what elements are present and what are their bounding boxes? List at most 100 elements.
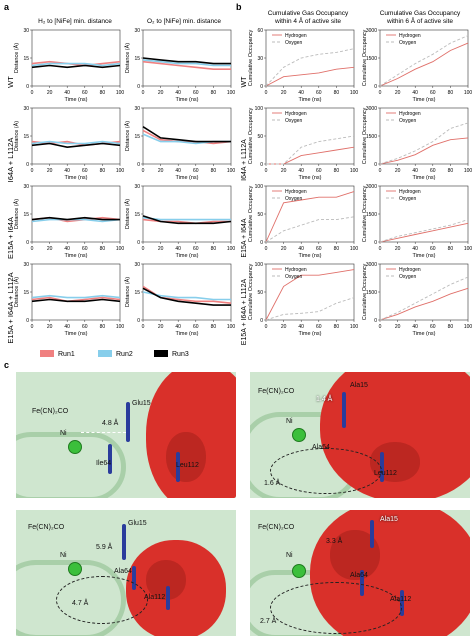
series-line-hydrogen: [379, 42, 469, 87]
legend-label-oxygen: Oxygen: [399, 196, 416, 202]
series-line-oxygen: [265, 48, 355, 87]
y-tick-label: 50: [257, 212, 263, 218]
x-tick-label: 20: [281, 90, 287, 96]
panel-label-a: a: [4, 2, 10, 12]
series-line-run3: [31, 64, 121, 69]
x-tick-label: 100: [350, 246, 359, 252]
chart-panel: 0 20 40 60 80 100 0 50 100 Time (ns) Cumulative Oc…: [248, 106, 358, 181]
chart-panel: 0 20 40 60 80 100 0 1500 3000 Time (ns) Cumulative…: [362, 106, 472, 181]
label-fe: Fe(CN)₂CO: [258, 388, 295, 395]
y-tick-label: 30: [23, 28, 29, 34]
series-line-oxygen: [379, 219, 469, 243]
x-tick-label: 80: [334, 324, 340, 330]
x-tick-label: 20: [47, 246, 53, 252]
row-label-b-e15a-i64a: E15A + I64A: [241, 218, 248, 257]
ni-atom: [68, 440, 82, 454]
y-tick-label: 15: [23, 212, 29, 218]
ni-atom: [68, 562, 82, 576]
legend-label-hydrogen: Hydrogen: [285, 189, 307, 195]
x-tick-label: 0: [142, 246, 145, 252]
row-label-wt: WT: [6, 76, 15, 88]
x-tick-label: 80: [448, 324, 454, 330]
x-axis-label: Time (ns): [175, 97, 198, 103]
run-legend: Run1 Run2 Run3: [40, 350, 189, 358]
chart-panel: 0 20 40 60 80 100 0 15 30 Time (ns) Distance (Å): [124, 28, 235, 103]
y-tick-label: 0: [374, 240, 377, 246]
structure-i64a-l112a: Fe(CN)₂CO Ni Glu15 5.9 Å Ala64 Ala112 4.…: [16, 510, 236, 636]
x-axis-label: Time (ns): [298, 175, 321, 181]
legend-label-hydrogen: Hydrogen: [285, 267, 307, 273]
x-tick-label: 0: [265, 246, 268, 252]
y-tick-label: 100: [255, 184, 264, 190]
x-tick-label: 80: [100, 168, 106, 174]
y-tick-label: 0: [374, 162, 377, 168]
x-tick-label: 40: [64, 246, 70, 252]
x-tick-label: 60: [82, 90, 88, 96]
legend-label-oxygen: Oxygen: [285, 274, 302, 280]
x-tick-label: 100: [116, 324, 125, 330]
x-tick-label: 40: [412, 246, 418, 252]
panel-label-b: b: [236, 2, 242, 12]
y-tick-label: 1500: [366, 212, 377, 218]
x-tick-label: 100: [464, 90, 473, 96]
x-tick-label: 0: [142, 324, 145, 330]
x-tick-label: 100: [227, 168, 236, 174]
x-tick-label: 100: [227, 90, 236, 96]
label-distance-1: 5.9 Å: [96, 544, 113, 551]
y-tick-label: 30: [23, 262, 29, 268]
y-tick-label: 60: [257, 28, 263, 34]
x-tick-label: 0: [142, 90, 145, 96]
y-tick-label: 1500: [366, 134, 377, 140]
series-line-run2: [142, 216, 231, 221]
x-tick-label: 100: [464, 324, 473, 330]
x-tick-label: 100: [464, 168, 473, 174]
x-tick-label: 40: [298, 90, 304, 96]
col-title-6a: Cumulative Gas Occupancy within 6 Å of ac…: [380, 10, 461, 25]
chart-panel: 0 20 40 60 80 100 0 50 100 Time (ns) Cumulative Oc…: [248, 184, 358, 259]
y-axis-label: Distance (Å): [124, 199, 131, 229]
y-tick-label: 15: [23, 134, 29, 140]
ni-atom: [292, 428, 306, 442]
x-tick-label: 0: [142, 168, 145, 174]
series-line-run2: [142, 59, 231, 67]
x-tick-label: 80: [100, 324, 106, 330]
chart-panel: 0 20 40 60 80 100 0 50 100 Time (ns) Cumulative Oc…: [248, 262, 358, 337]
x-tick-label: 20: [47, 168, 53, 174]
col-title-h2: H₂ to [NiFe] min. distance: [38, 18, 112, 25]
y-axis-label: Distance (Å): [13, 277, 20, 307]
ni-atom: [292, 564, 306, 578]
structure-e15a-i64a-l112a: Fe(CN)₂CO Ni Ala15 3.3 Å Ala64 Ala112 2.…: [250, 510, 470, 636]
series-line-run2: [31, 294, 121, 299]
chart-panel: 0 20 40 60 80 100 0 15 30 Time (ns) Distance (Å): [13, 28, 124, 103]
plot-frame: [142, 29, 232, 87]
x-tick-label: 0: [379, 246, 382, 252]
label-fe: Fe(CN)₂CO: [32, 408, 69, 415]
x-tick-label: 40: [175, 246, 181, 252]
x-tick-label: 20: [281, 324, 287, 330]
legend-run1: Run1: [58, 351, 75, 358]
x-tick-label: 100: [116, 168, 125, 174]
x-tick-label: 60: [82, 246, 88, 252]
legend-label-hydrogen: Hydrogen: [399, 111, 421, 117]
x-axis-label: Time (ns): [412, 175, 435, 181]
x-tick-label: 60: [82, 168, 88, 174]
legend-label-oxygen: Oxygen: [285, 118, 302, 124]
plot-frame: [265, 29, 355, 87]
x-axis-label: Time (ns): [175, 175, 198, 181]
series-line-oxygen: [379, 35, 469, 87]
x-tick-label: 0: [265, 168, 268, 174]
label-distance-2: 2.7 Å: [260, 618, 277, 625]
col-title-4a: Cumulative Gas Occupancy within 4 Å of ac…: [268, 10, 349, 25]
plot-frame: [31, 185, 121, 243]
series-line-run3: [31, 298, 121, 303]
plot-frame: [265, 263, 355, 321]
legend-label-oxygen: Oxygen: [399, 40, 416, 46]
row-label-b-e15a-i64a-l112a: E15A + I64A + L112A: [241, 278, 248, 345]
label-distance-2: 1.6 Å: [264, 480, 281, 487]
x-tick-label: 40: [64, 324, 70, 330]
x-tick-label: 80: [100, 246, 106, 252]
x-tick-label: 60: [316, 324, 322, 330]
